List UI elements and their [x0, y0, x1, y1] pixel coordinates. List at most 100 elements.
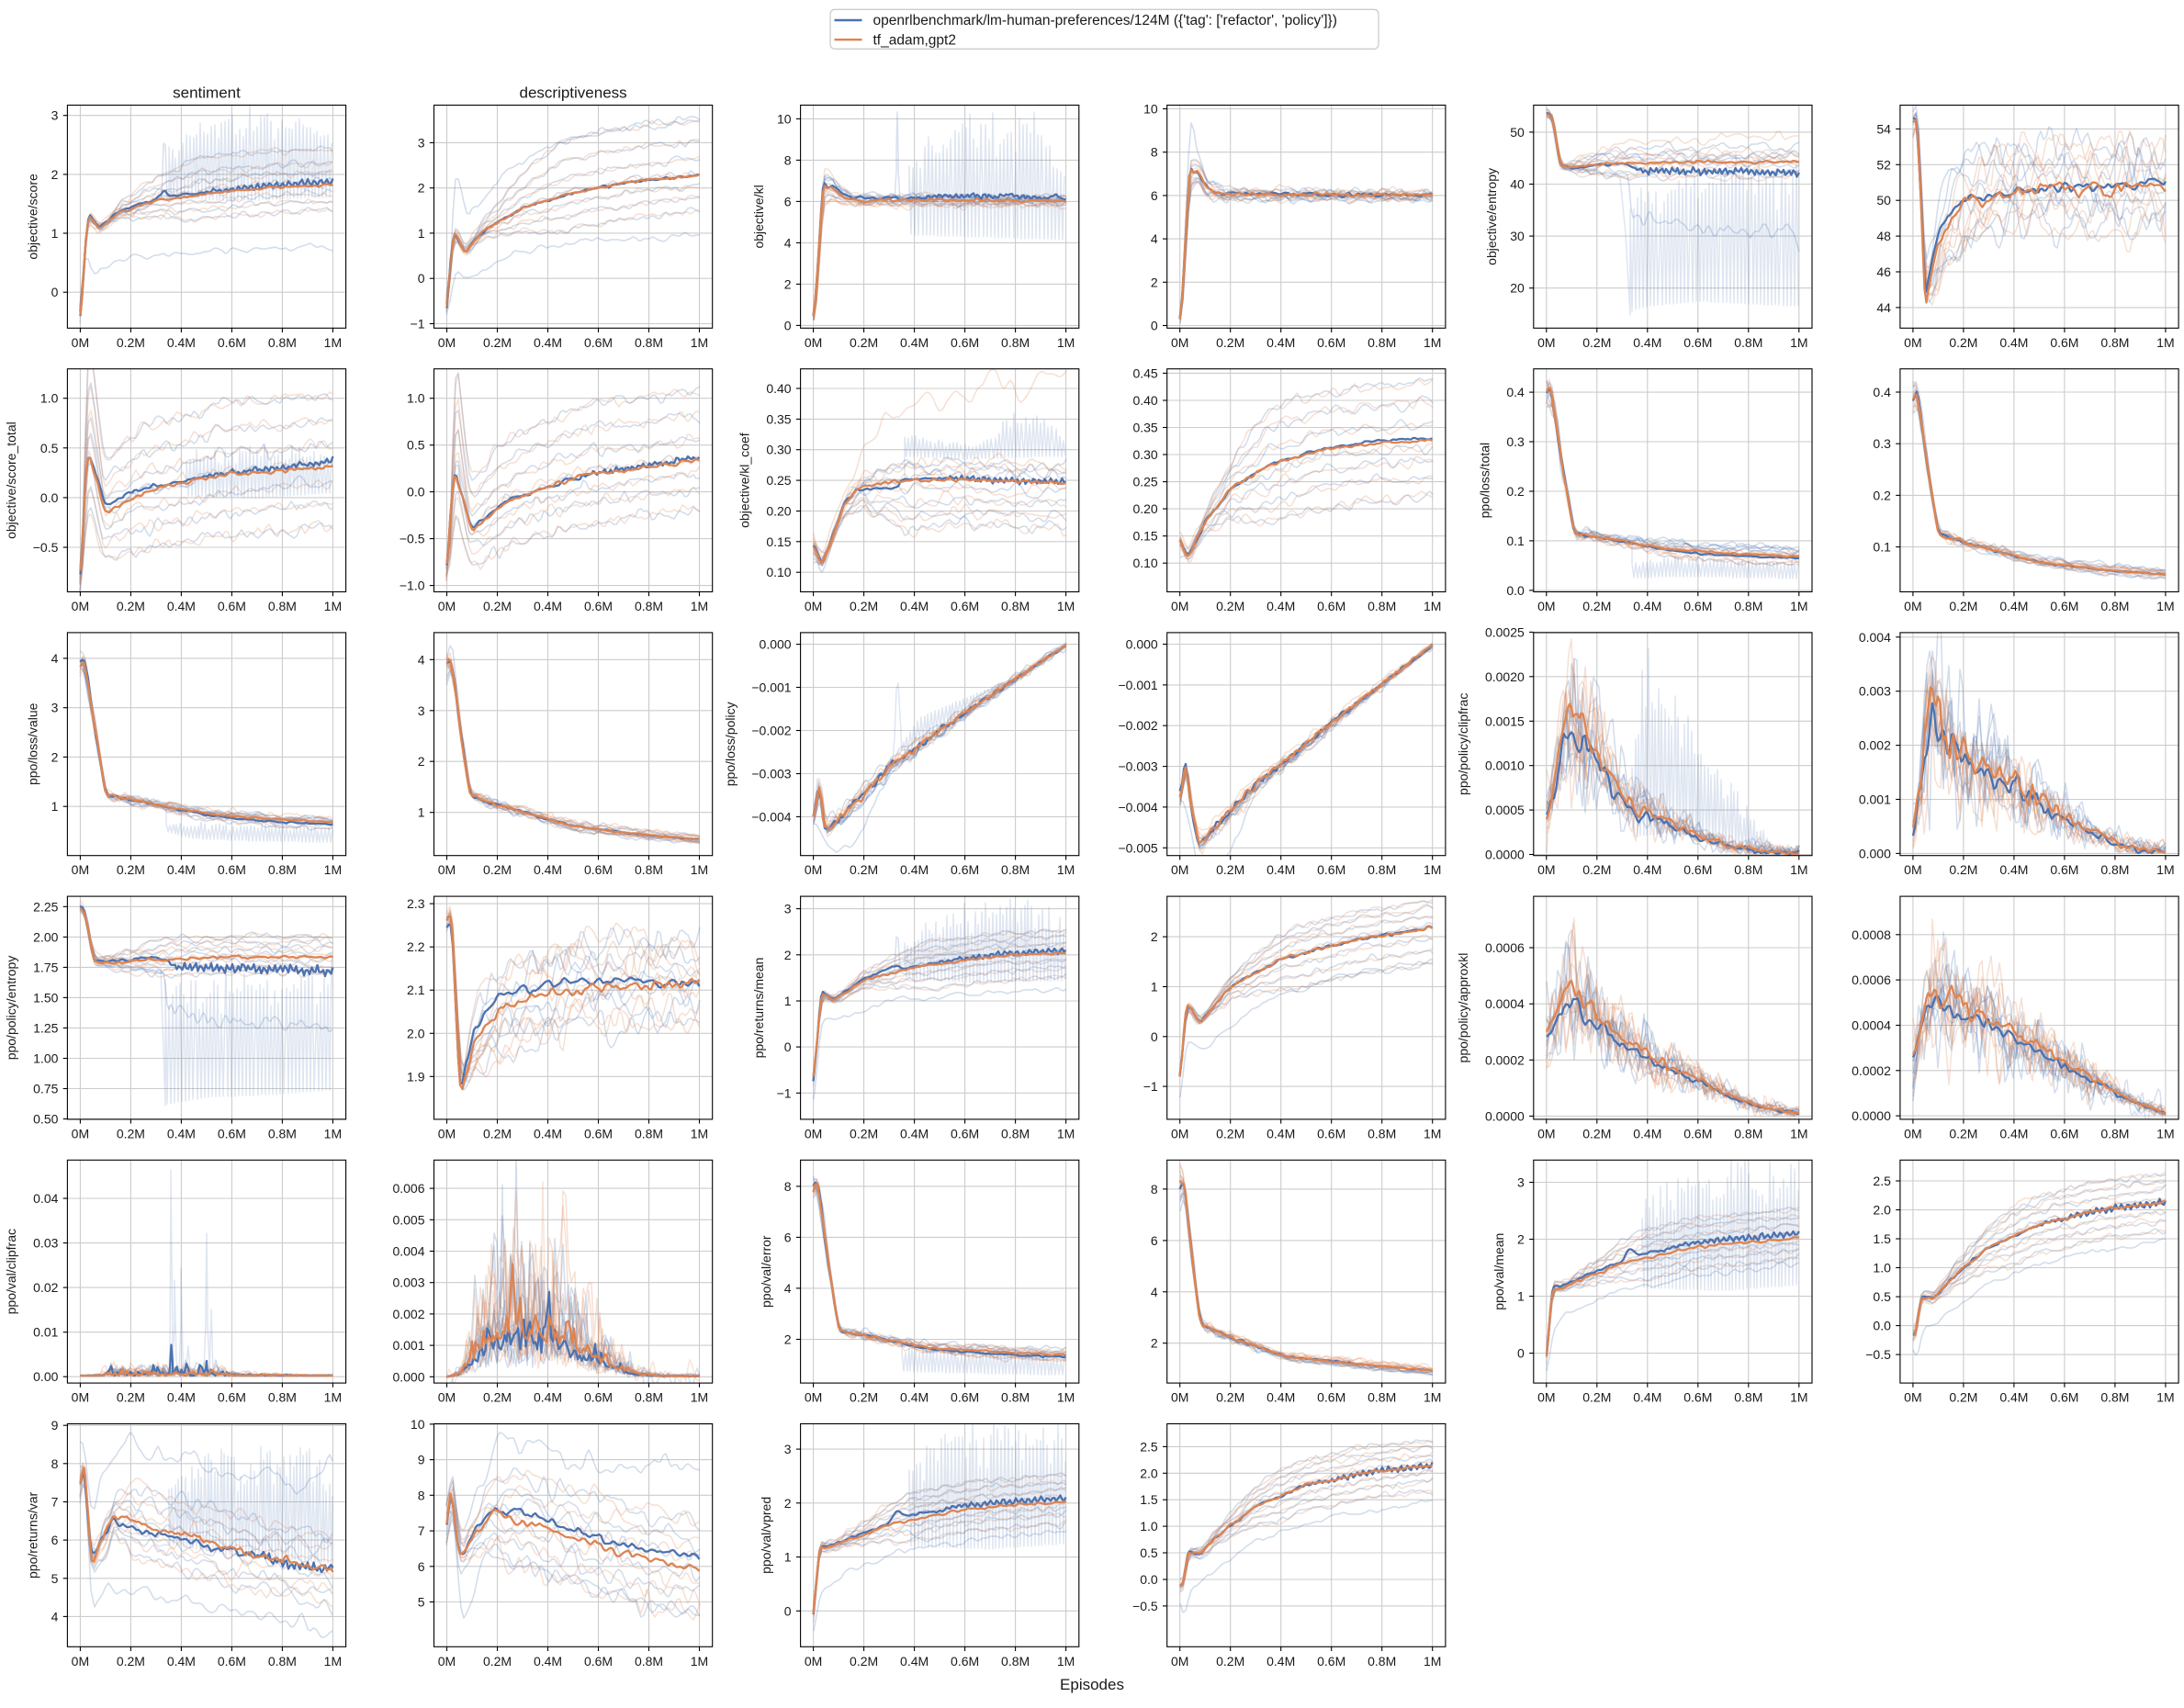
svg-text:0.6M: 0.6M [1683, 335, 1712, 350]
svg-text:0.2M: 0.2M [1582, 599, 1611, 613]
svg-text:−0.5: −0.5 [1132, 1599, 1158, 1613]
svg-text:2: 2 [1517, 1232, 1525, 1247]
svg-text:0.8M: 0.8M [2100, 335, 2129, 350]
svg-text:1: 1 [418, 226, 425, 241]
svg-text:0: 0 [784, 1039, 792, 1054]
svg-text:0: 0 [51, 285, 59, 299]
svg-text:−1: −1 [411, 317, 425, 331]
svg-text:ppo/returns/mean: ppo/returns/mean [751, 958, 766, 1059]
svg-text:0M: 0M [1904, 335, 1921, 350]
svg-text:0.4M: 0.4M [1999, 335, 2028, 350]
svg-text:1M: 1M [2156, 1390, 2174, 1405]
svg-text:0.006: 0.006 [392, 1181, 424, 1196]
svg-text:7: 7 [51, 1495, 59, 1510]
svg-text:0.2M: 0.2M [1216, 862, 1244, 877]
svg-text:1M: 1M [1790, 335, 1807, 350]
svg-text:0.4M: 0.4M [1633, 1390, 1661, 1405]
svg-text:0M: 0M [805, 599, 822, 613]
svg-text:0.45: 0.45 [1132, 365, 1157, 380]
svg-text:0.0: 0.0 [40, 490, 59, 505]
svg-text:0.8M: 0.8M [1734, 335, 1762, 350]
svg-text:2.25: 2.25 [33, 899, 58, 914]
svg-text:0M: 0M [805, 1390, 822, 1405]
svg-text:0.4M: 0.4M [534, 1390, 562, 1405]
svg-text:0M: 0M [1537, 1126, 1555, 1141]
svg-text:0.6M: 0.6M [584, 599, 613, 613]
svg-text:2.1: 2.1 [407, 983, 425, 997]
svg-text:0.03: 0.03 [33, 1236, 58, 1251]
svg-text:0.6M: 0.6M [951, 862, 979, 877]
svg-text:0.4M: 0.4M [534, 1126, 562, 1141]
svg-text:0M: 0M [1537, 862, 1555, 877]
svg-text:ppo/val/clipfrac: ppo/val/clipfrac [4, 1229, 18, 1314]
svg-text:0.2M: 0.2M [1949, 1390, 1977, 1405]
svg-text:openrlbenchmark/lm-human-prefe: openrlbenchmark/lm-human-preferences/124… [873, 13, 1337, 28]
svg-text:0.2M: 0.2M [483, 1654, 512, 1669]
svg-text:tf_adam,gpt2: tf_adam,gpt2 [873, 32, 956, 48]
svg-text:0.2M: 0.2M [1582, 862, 1611, 877]
svg-text:0.4M: 0.4M [1266, 335, 1295, 350]
svg-text:0.8M: 0.8M [268, 1126, 297, 1141]
svg-text:0.4M: 0.4M [900, 335, 929, 350]
svg-text:0.8M: 0.8M [2100, 862, 2129, 877]
svg-text:0.001: 0.001 [1859, 792, 1891, 807]
svg-text:0.02: 0.02 [33, 1280, 58, 1295]
svg-text:0.6M: 0.6M [218, 1654, 246, 1669]
svg-text:4: 4 [1151, 1285, 1158, 1299]
svg-text:ppo/policy/entropy: ppo/policy/entropy [4, 956, 18, 1061]
svg-text:0.6M: 0.6M [584, 862, 613, 877]
svg-text:1M: 1M [691, 1390, 708, 1405]
svg-text:objective/score: objective/score [26, 174, 40, 260]
svg-text:2: 2 [784, 276, 792, 291]
svg-text:0.6M: 0.6M [218, 335, 246, 350]
svg-text:0M: 0M [72, 1390, 89, 1405]
svg-text:2.3: 2.3 [407, 896, 425, 911]
svg-text:0.6M: 0.6M [218, 599, 246, 613]
svg-text:1.0: 1.0 [407, 391, 425, 406]
svg-text:0.6M: 0.6M [1317, 599, 1345, 613]
svg-text:0.4M: 0.4M [534, 335, 562, 350]
svg-text:1.9: 1.9 [407, 1069, 425, 1084]
svg-text:ppo/loss/policy: ppo/loss/policy [723, 702, 737, 786]
svg-text:0.8M: 0.8M [268, 1390, 297, 1405]
svg-text:−0.002: −0.002 [751, 724, 791, 738]
svg-text:0.000: 0.000 [1859, 846, 1891, 860]
svg-text:30: 30 [1510, 229, 1525, 243]
svg-text:2: 2 [1151, 929, 1158, 944]
svg-text:0M: 0M [1904, 862, 1921, 877]
svg-text:0.2M: 0.2M [1216, 335, 1244, 350]
svg-text:ppo/val/mean: ppo/val/mean [1492, 1233, 1506, 1310]
svg-text:0.0: 0.0 [407, 485, 425, 500]
svg-text:0.005: 0.005 [392, 1212, 424, 1227]
svg-text:1.0: 1.0 [40, 391, 59, 406]
svg-text:0.4M: 0.4M [1999, 1390, 2028, 1405]
svg-text:0.4M: 0.4M [900, 1126, 929, 1141]
svg-text:0: 0 [784, 318, 792, 332]
svg-text:0.0015: 0.0015 [1485, 714, 1525, 728]
svg-text:0M: 0M [1171, 599, 1188, 613]
svg-text:10: 10 [777, 111, 792, 126]
svg-text:objective/entropy: objective/entropy [1484, 168, 1499, 265]
svg-text:7: 7 [418, 1523, 425, 1538]
svg-text:5: 5 [418, 1595, 425, 1610]
svg-text:0.0006: 0.0006 [1485, 940, 1525, 955]
svg-text:0.0: 0.0 [1506, 583, 1525, 598]
svg-text:0.0025: 0.0025 [1485, 624, 1525, 639]
svg-text:−0.001: −0.001 [1118, 678, 1157, 692]
svg-text:8: 8 [1151, 1182, 1158, 1197]
svg-text:0.8M: 0.8M [1368, 1126, 1396, 1141]
svg-text:ppo/val/vpred: ppo/val/vpred [759, 1497, 773, 1574]
svg-text:0M: 0M [1171, 335, 1188, 350]
svg-text:0M: 0M [805, 1654, 822, 1669]
svg-text:1: 1 [51, 799, 59, 814]
svg-text:ppo/val/error: ppo/val/error [759, 1235, 773, 1308]
svg-text:0.30: 0.30 [766, 443, 791, 457]
svg-text:9: 9 [418, 1453, 425, 1467]
svg-text:0.2M: 0.2M [117, 862, 145, 877]
svg-text:8: 8 [51, 1456, 59, 1471]
svg-text:0.2M: 0.2M [1216, 1390, 1244, 1405]
svg-text:46: 46 [1876, 264, 1891, 279]
svg-text:1M: 1M [2156, 862, 2174, 877]
svg-text:0.2M: 0.2M [1582, 1390, 1611, 1405]
svg-text:5: 5 [51, 1571, 59, 1586]
